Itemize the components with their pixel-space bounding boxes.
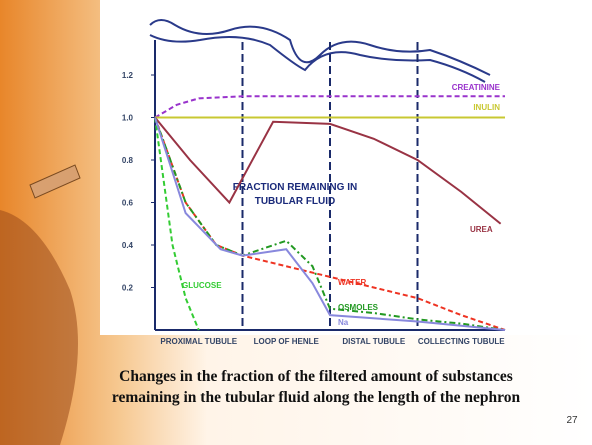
- series-label: GLUCOSE: [182, 281, 222, 290]
- series-label: INULIN: [473, 103, 500, 112]
- series-label: WATER: [338, 278, 367, 287]
- annotation: TUBULAR FLUID: [255, 196, 336, 207]
- page: FRACTION REMAINING IN TUBULAR FLUID Chan…: [0, 0, 592, 445]
- x-category-label: COLLECTING TUBULE: [418, 337, 505, 346]
- y-tick-label: 1.2: [122, 71, 134, 80]
- caption: remaining in the tubular fluid along the…: [112, 389, 521, 406]
- y-tick-label: 1.0: [122, 114, 134, 123]
- y-tick-label: 0.4: [122, 241, 134, 250]
- series-label: CREATININE: [452, 83, 501, 92]
- series-label: UREA: [470, 225, 493, 234]
- x-category-label: PROXIMAL TUBULE: [160, 337, 237, 346]
- y-tick-label: 0.2: [122, 284, 134, 293]
- y-tick-label: 0.8: [122, 156, 134, 165]
- caption: Changes in the fraction of the filtered …: [119, 368, 513, 385]
- x-category-label: DISTAL TUBULE: [342, 337, 405, 346]
- slide: FRACTION REMAINING IN TUBULAR FLUID Chan…: [0, 0, 592, 445]
- y-tick-label: 0.6: [122, 199, 134, 208]
- series-label: Na: [338, 318, 349, 327]
- series-label: OSMOLES: [338, 303, 379, 312]
- x-category-label: LOOP OF HENLE: [254, 337, 320, 346]
- annotation: FRACTION REMAINING IN: [233, 182, 357, 193]
- page-number: 27: [566, 415, 578, 426]
